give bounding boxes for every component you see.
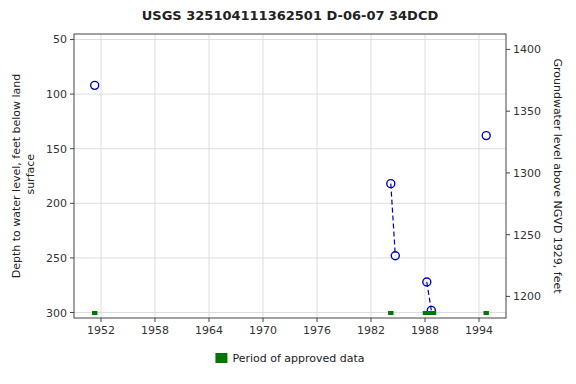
grid-line	[209, 34, 210, 318]
tick-label: 1250	[513, 229, 541, 242]
tick-label: 200	[46, 197, 67, 210]
tick	[209, 318, 210, 322]
tick	[479, 318, 480, 322]
y-axis-label: Depth to water level, feet below land su…	[10, 74, 37, 279]
tick	[425, 318, 426, 322]
tick	[70, 257, 74, 258]
tick	[70, 148, 74, 149]
tick	[70, 94, 74, 95]
grid-line	[74, 257, 506, 258]
tick-label: 1958	[141, 324, 169, 337]
dashed-line	[391, 184, 432, 311]
tick-label: 1994	[465, 324, 493, 337]
approved-period	[484, 311, 489, 315]
y2-axis-label: Groundwater level above NGVD 1929, feet	[551, 58, 564, 294]
grid-line	[74, 312, 506, 313]
point	[91, 81, 99, 89]
tick-label: 50	[53, 33, 67, 46]
grid-line	[101, 34, 102, 318]
tick-label: 1400	[513, 43, 541, 56]
grid-line	[74, 148, 506, 149]
point	[482, 132, 490, 140]
tick-label: 300	[46, 307, 67, 320]
tick	[70, 39, 74, 40]
legend-swatch	[215, 353, 227, 363]
tick-label: 1976	[303, 324, 331, 337]
approved-period	[423, 311, 437, 315]
tick-label: 1970	[249, 324, 277, 337]
tick-label: 100	[46, 88, 67, 101]
tick-label: 250	[46, 252, 67, 265]
tick-label: 1988	[411, 324, 439, 337]
tick-label: 1200	[513, 290, 541, 303]
grid	[74, 34, 506, 318]
grid-line	[74, 94, 506, 95]
tick-label: 1300	[513, 167, 541, 180]
tick-label: 1982	[357, 324, 385, 337]
grid-line	[263, 34, 264, 318]
chart: USGS 325104111362501 D-06-07 34DCD195219…	[0, 0, 576, 384]
plot-area	[91, 81, 491, 315]
grid-line	[74, 39, 506, 40]
tick	[317, 318, 318, 322]
grid-line	[155, 34, 156, 318]
grid-line	[317, 34, 318, 318]
axes: 1952 1958 1964 1970 1976 1982 1988 1994 50 100 150…	[46, 33, 541, 337]
tick-label: 1952	[87, 324, 115, 337]
legend-label: Period of approved data	[232, 352, 364, 365]
tick	[506, 49, 510, 50]
approved-period	[92, 311, 97, 315]
tick	[263, 318, 264, 322]
legend: Period of approved data	[215, 352, 364, 365]
tick-label: 1350	[513, 105, 541, 118]
tick-label: 150	[46, 143, 67, 156]
tick	[155, 318, 156, 322]
tick	[101, 318, 102, 322]
tick	[506, 111, 510, 112]
grid-line	[74, 203, 506, 204]
tick	[70, 203, 74, 204]
tick	[371, 318, 372, 322]
grid-line	[371, 34, 372, 318]
tick	[506, 234, 510, 235]
tick-label: 1964	[195, 324, 223, 337]
grid-line	[425, 34, 426, 318]
title: USGS 325104111362501 D-06-07 34DCD	[142, 8, 439, 23]
tick	[506, 172, 510, 173]
grid-line	[479, 34, 480, 318]
plot-frame	[74, 34, 506, 318]
tick	[70, 312, 74, 313]
tick	[506, 296, 510, 297]
approved-period	[388, 311, 393, 315]
